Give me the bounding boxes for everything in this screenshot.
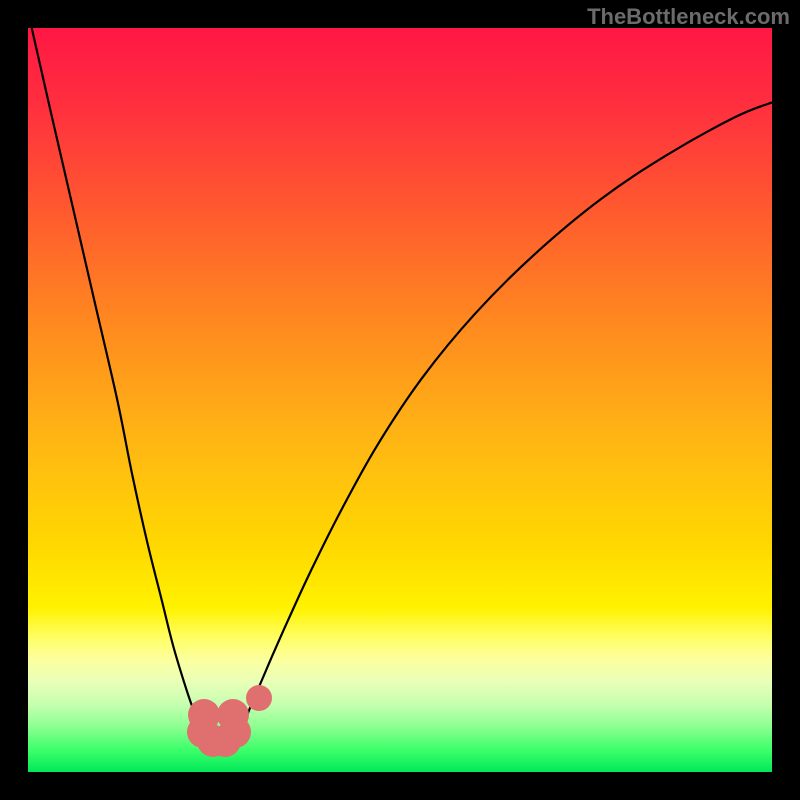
- curve-left: [32, 28, 211, 741]
- data-marker: [217, 699, 249, 731]
- watermark-text: TheBottleneck.com: [587, 4, 790, 30]
- curve-layer: [28, 28, 772, 772]
- curve-right: [233, 102, 772, 740]
- plot-area: [28, 28, 772, 772]
- data-marker: [246, 685, 272, 711]
- chart-container: TheBottleneck.com: [0, 0, 800, 800]
